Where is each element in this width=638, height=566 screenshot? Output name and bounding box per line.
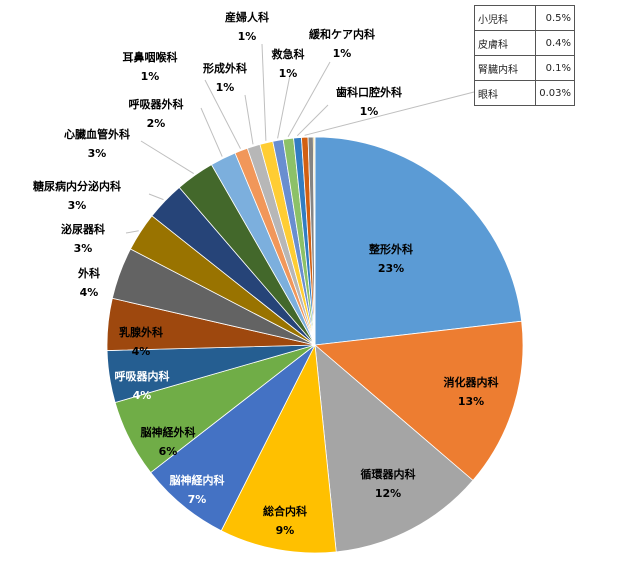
slice-label-name: 乳腺外科 (119, 325, 163, 339)
slice-label-value: 4% (132, 345, 151, 358)
leader-line (287, 61, 331, 137)
table-cell-name: 小児科 (474, 5, 536, 31)
leader-line (125, 230, 139, 234)
slice-label-value: 3% (74, 242, 93, 255)
slice-label-name: 循環器内科 (361, 467, 416, 481)
slice-label-value: 6% (159, 445, 178, 458)
leader-line (140, 140, 194, 175)
leader-line (296, 104, 329, 137)
table-cell-name: 眼科 (474, 80, 536, 106)
slice-label-name: 心臓血管外科 (64, 127, 130, 141)
slice-label-value: 4% (80, 286, 99, 299)
slice-label-value: 13% (458, 395, 484, 408)
leader-lines (125, 43, 475, 234)
table-row: 腎臓内科 0.1% (474, 55, 575, 81)
slice-label-name: 消化器内科 (444, 375, 499, 389)
slice-label-value: 1% (141, 70, 160, 83)
leader-line (277, 74, 291, 139)
slice-label-name: 耳鼻咽喉科 (123, 50, 178, 64)
slice-labels: 整形外科 23% 消化器内科 13% 循環器内科 12% 総合内科 9% 脳神経内科 7% 脳神経外… (33, 10, 499, 537)
slice-label-name: 糖尿病内分泌内科 (33, 179, 121, 193)
slice-label-name: 脳神経内科 (170, 473, 225, 487)
slice-label-value: 1% (360, 105, 379, 118)
slice-label-value: 4% (133, 389, 152, 402)
table-row: 小児科 0.5% (474, 5, 575, 31)
leader-line (261, 43, 267, 141)
slice-label-value: 3% (68, 199, 87, 212)
slice-label-value: 1% (279, 67, 298, 80)
slice-label-value: 3% (88, 147, 107, 160)
slice-label-name: 救急科 (272, 47, 305, 61)
table-cell-name: 皮膚科 (474, 30, 536, 56)
slice-label-value: 7% (188, 493, 207, 506)
slice-label-value: 12% (375, 487, 401, 500)
slice-label-value: 23% (378, 262, 404, 275)
pie-slice (220, 343, 337, 554)
pie-slices (106, 136, 524, 554)
slice-label-name: 緩和ケア内科 (309, 27, 375, 41)
slice-label-name: 呼吸器外科 (129, 97, 184, 111)
slice-label-name: 歯科口腔外科 (336, 85, 402, 99)
slice-label-name: 産婦人科 (225, 10, 269, 24)
table-cell-value: 0.1% (535, 55, 575, 81)
pie-slice (314, 320, 524, 481)
slice-label-name: 整形外科 (368, 242, 413, 256)
slice-label-name: 外科 (77, 266, 100, 280)
table-cell-name: 腎臓内科 (474, 55, 536, 81)
pie-slice (314, 344, 474, 553)
slice-label-value: 1% (216, 81, 235, 94)
small-values-table: 小児科 0.5% 皮膚科 0.4% 腎臓内科 0.1% 眼科 0.03% (474, 5, 575, 106)
slice-label-name: 泌尿器科 (61, 222, 105, 236)
table-cell-value: 0.4% (535, 30, 575, 56)
leader-line (148, 193, 164, 201)
slice-label-value: 1% (238, 30, 257, 43)
slice-label-value: 9% (276, 524, 295, 537)
leader-line (244, 94, 254, 145)
slice-label-name: 脳神経外科 (141, 425, 196, 439)
table-cell-value: 0.03% (535, 80, 575, 106)
slice-label-name: 形成外科 (203, 61, 247, 75)
leader-line (204, 79, 241, 149)
table-cell-value: 0.5% (535, 5, 575, 31)
pie-slice (314, 136, 523, 346)
slice-label-name: 呼吸器内科 (115, 369, 170, 383)
table-row: 眼科 0.03% (474, 80, 575, 106)
table-row: 皮膚科 0.4% (474, 30, 575, 56)
leader-line (304, 91, 475, 136)
slice-label-value: 1% (333, 47, 352, 60)
slice-label-value: 2% (147, 117, 166, 130)
leader-line (200, 107, 223, 157)
slice-label-name: 総合内科 (263, 504, 307, 518)
